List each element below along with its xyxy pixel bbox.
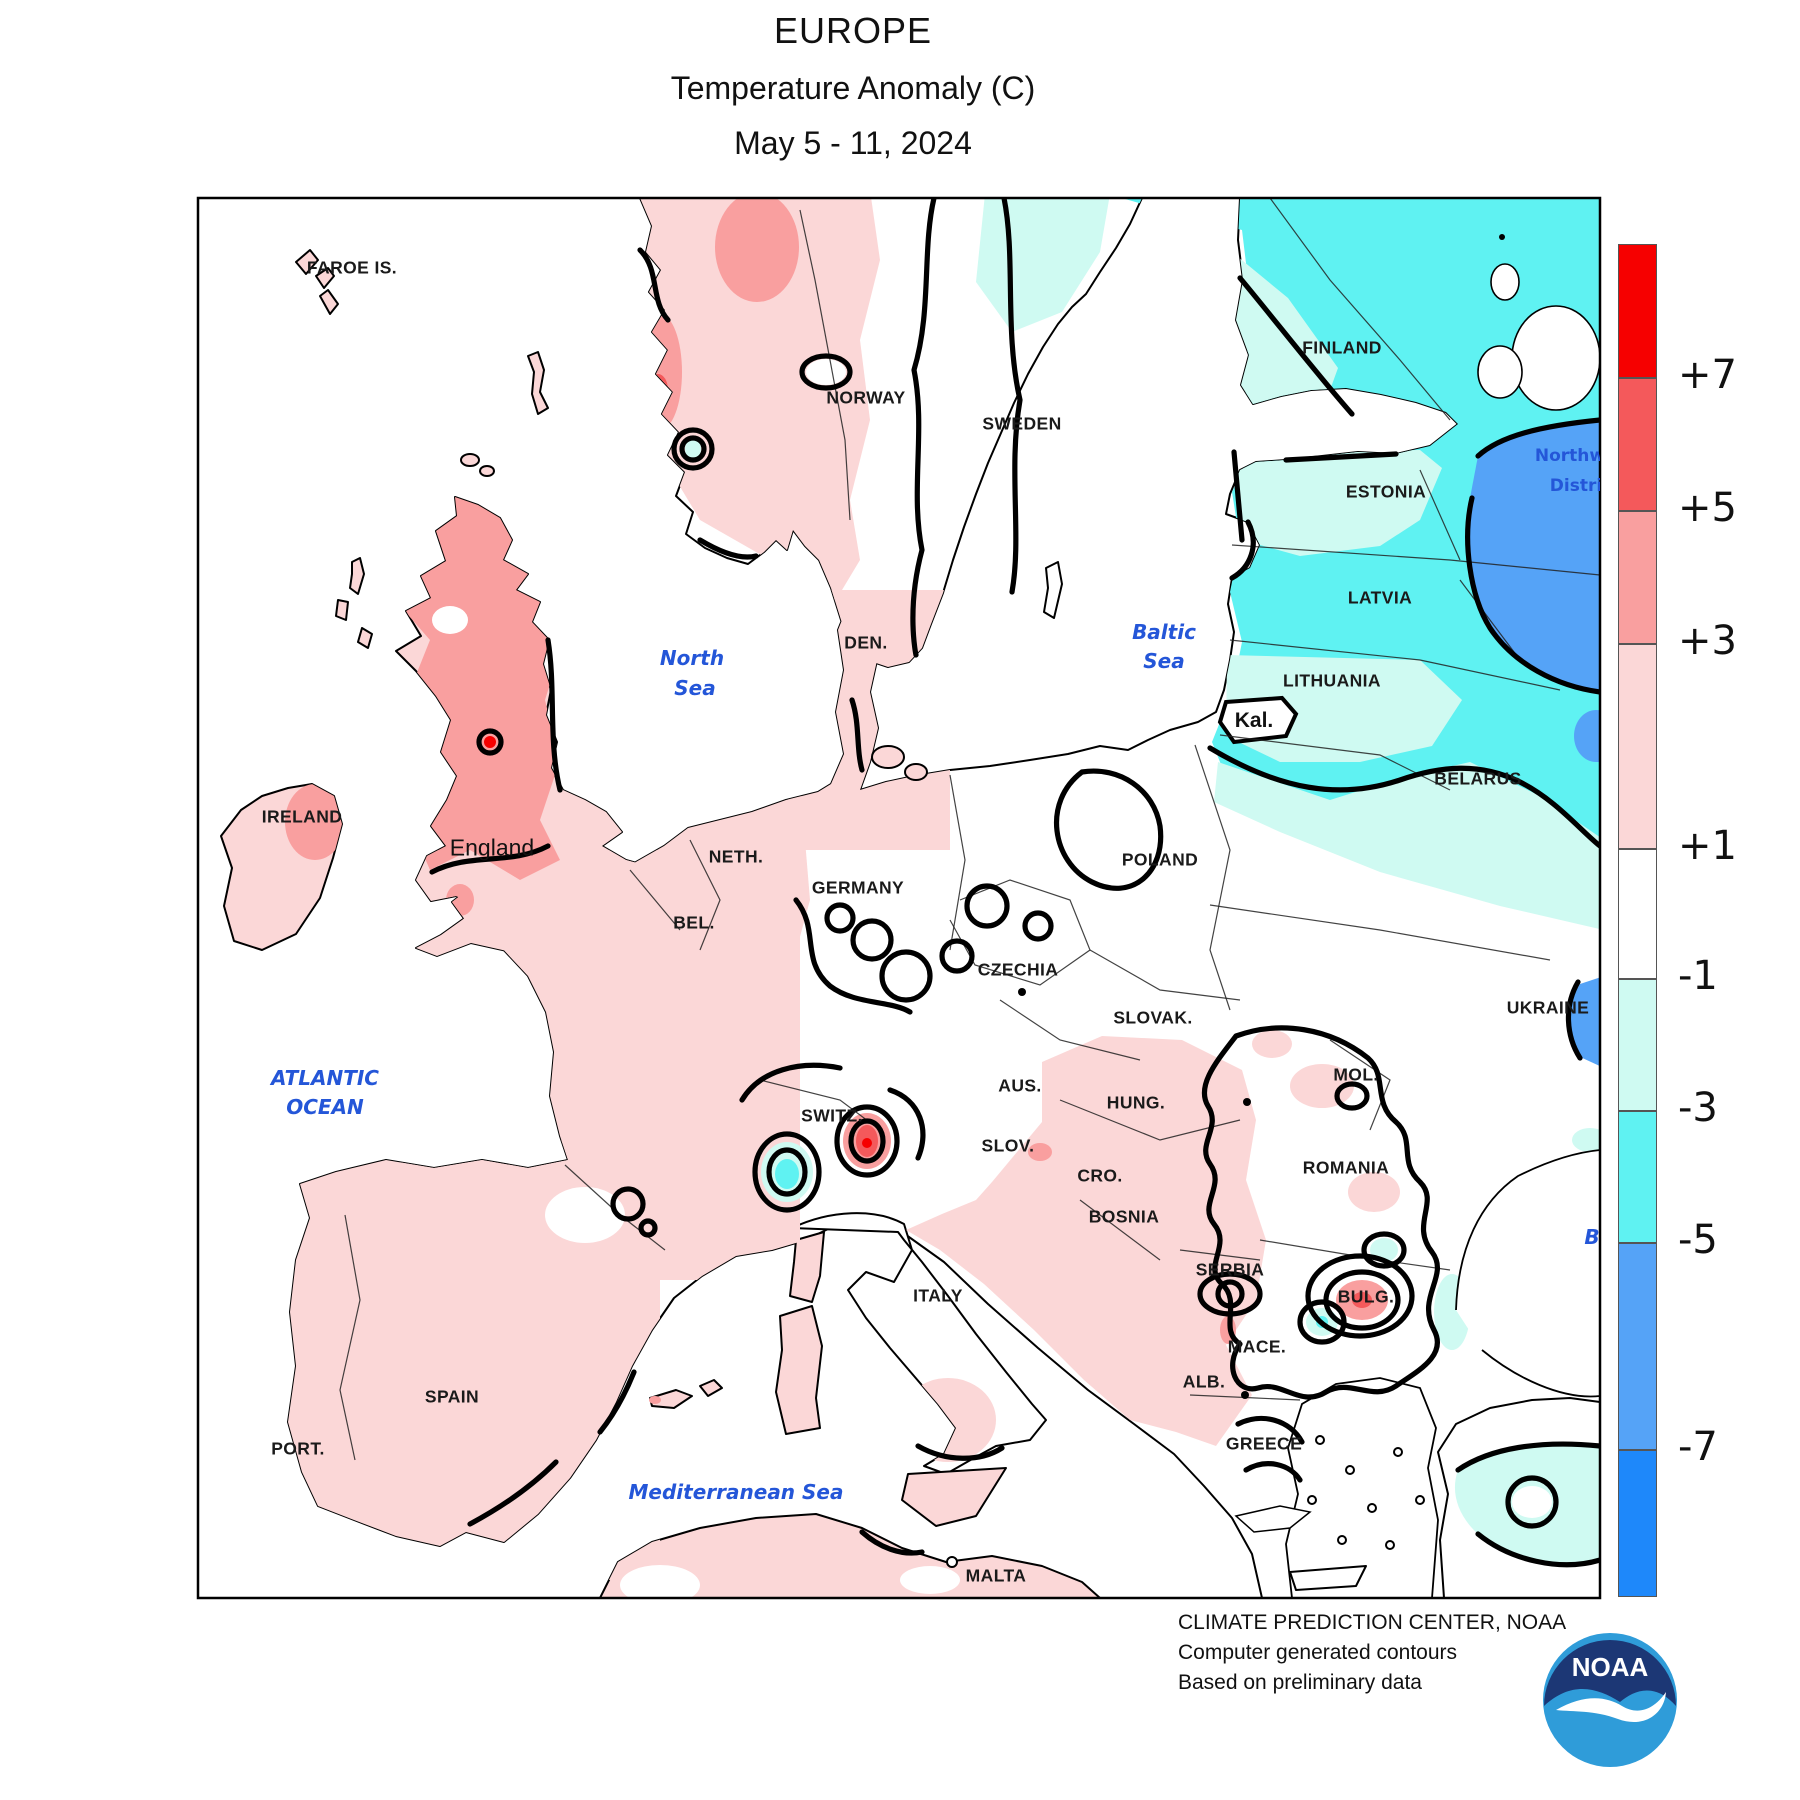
map-label-port: PORT.: [271, 1438, 325, 1459]
map-label-england: England: [449, 834, 535, 861]
map-label-ireland: IRELAND: [261, 806, 343, 827]
map-label-spain: SPAIN: [424, 1386, 480, 1407]
map-label-ukraine: UKRAINE: [1506, 997, 1590, 1018]
legend-color-box-6: [1618, 1111, 1657, 1243]
sea-label-northw: Northw: [1534, 446, 1600, 466]
map-label-mol: MOL.: [1333, 1064, 1379, 1085]
map-label-switz: SWITZ.: [801, 1105, 863, 1126]
map-label-alb: ALB.: [1182, 1371, 1226, 1392]
country-borders: [339, 198, 1600, 1461]
map-label-greece: GREECE: [1225, 1433, 1303, 1454]
sea-label-baltic: Baltic: [1132, 620, 1196, 644]
legend-tick-label-5: +5: [1678, 485, 1737, 531]
legend-color-box-3: [1618, 644, 1657, 849]
map-label-sweden: SWEDEN: [982, 413, 1062, 434]
sea-label-ocean: OCEAN: [286, 1095, 364, 1119]
legend-color-box-4: [1618, 849, 1657, 979]
map-label-norway: NORWAY: [826, 387, 906, 408]
sea-label-b: B: [1584, 1225, 1600, 1249]
attribution-line1: CLIMATE PREDICTION CENTER, NOAA: [1178, 1611, 1567, 1634]
map-region-title: EUROPE: [773, 10, 933, 51]
map-label-slovak: SLOVAK.: [1113, 1007, 1193, 1028]
map-labels-layer: FAROE IS. NORWAY SWEDEN FINLAND ESTONIA LATVI…: [198, 198, 1600, 1598]
title-block: EUROPE Temperature Anomaly (C) May 5 - 1…: [153, 10, 1553, 162]
map-label-germany: GERMANY: [811, 877, 905, 898]
map-label-mace: MACE.: [1227, 1336, 1287, 1357]
map-label-estonia: ESTONIA: [1345, 481, 1427, 502]
map-variable-title: Temperature Anomaly (C): [670, 70, 1036, 106]
map-label-latvia: LATVIA: [1347, 587, 1413, 608]
map-label-slov: SLOV.: [981, 1135, 1035, 1156]
map-label-faroe-is: FAROE IS.: [306, 257, 398, 278]
map-label-aus: AUS.: [998, 1075, 1042, 1096]
noaa-logo: NOAA: [1543, 1633, 1677, 1767]
legend-tick-label-1: -1: [1678, 953, 1718, 999]
legend-tick-label-3: +3: [1678, 618, 1737, 664]
legend-tick-label-5: -5: [1678, 1217, 1718, 1263]
map-label-bel: BEL.: [673, 912, 715, 933]
map-label-hung: HUNG.: [1106, 1092, 1166, 1113]
sea-label-distri: Distri: [1549, 476, 1600, 496]
map-label-bulg: BULG.: [1337, 1286, 1395, 1307]
sea-label-mediterranean-sea: Mediterranean Sea: [628, 1480, 844, 1504]
noaa-logo-text: NOAA: [1572, 1652, 1649, 1682]
legend-color-box-7: [1618, 1243, 1657, 1450]
map-label-malta: MALTA: [965, 1565, 1027, 1586]
map-label-bosnia: BOSNIA: [1088, 1206, 1160, 1227]
attribution-line2: Computer generated contours: [1178, 1641, 1457, 1664]
map-label-belarus: BELARUS: [1434, 768, 1522, 789]
sea-label-sea: Sea: [1143, 649, 1185, 673]
legend-color-box-2: [1618, 511, 1657, 644]
map-date-range: May 5 - 11, 2024: [734, 125, 972, 161]
legend-color-box-5: [1618, 979, 1657, 1111]
map-label-italy: ITALY: [913, 1285, 963, 1306]
legend-color-box-1: [1618, 378, 1657, 511]
map-label-czechia: CZECHIA: [977, 959, 1059, 980]
map-frame: [196, 196, 1602, 1600]
sea-label-sea: Sea: [674, 676, 716, 700]
map-label-cro: CRO.: [1077, 1165, 1123, 1186]
attribution: CLIMATE PREDICTION CENTER, NOAA Computer…: [1178, 1608, 1566, 1698]
legend-tick-label-7: -7: [1678, 1424, 1718, 1470]
map-label-kal: Kal.: [1234, 709, 1274, 732]
anomaly-contours: [429, 198, 1600, 1568]
legend-color-box-8: [1618, 1450, 1657, 1597]
legend-color-box-0: [1618, 244, 1657, 378]
map-label-neth: NETH.: [708, 846, 764, 867]
attribution-line3: Based on preliminary data: [1178, 1671, 1422, 1694]
map-label-serbia: SERBIA: [1195, 1259, 1265, 1280]
map-label-lithuania: LITHUANIA: [1283, 670, 1381, 691]
legend-tick-label-3: -3: [1678, 1085, 1718, 1131]
legend-tick-label-7: +7: [1678, 352, 1737, 398]
map-label-poland: POLAND: [1121, 849, 1199, 870]
sea-label-north: North: [659, 646, 725, 670]
legend-tick-label-1: +1: [1678, 823, 1737, 869]
map-label-finland: FINLAND: [1302, 337, 1382, 358]
map-label-den: DEN.: [844, 632, 888, 653]
map-label-romania: ROMANIA: [1302, 1157, 1390, 1178]
sea-label-atlantic: ATLANTIC: [271, 1066, 379, 1090]
